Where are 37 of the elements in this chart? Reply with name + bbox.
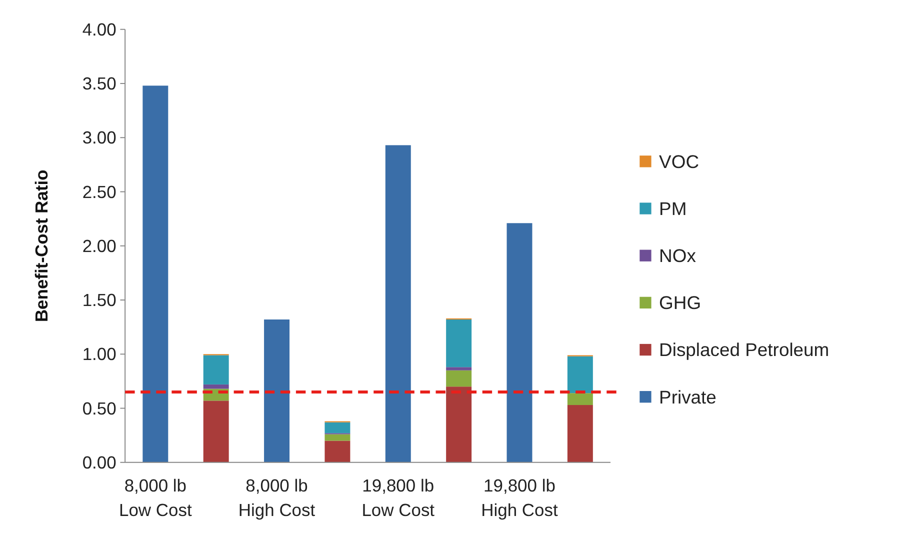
legend-label: Displaced Petroleum xyxy=(659,339,830,360)
bar xyxy=(324,422,350,434)
y-tick-label: 0.00 xyxy=(82,452,117,472)
y-tick-label: 3.00 xyxy=(82,128,117,148)
legend-label: PM xyxy=(659,198,687,219)
bar xyxy=(506,223,532,462)
x-tick-label: 19,800 lb Low Cost xyxy=(362,476,435,520)
y-tick-label: 1.00 xyxy=(82,344,117,364)
y-tick-label: 2.50 xyxy=(82,182,117,202)
bar xyxy=(446,319,472,368)
y-tick-label: 0.50 xyxy=(82,398,117,418)
legend-label: NOx xyxy=(659,245,697,266)
y-axis-title: Benefit-Cost Ratio xyxy=(31,170,52,322)
bar xyxy=(385,145,411,462)
bar xyxy=(142,86,168,462)
y-tick-label: 1.50 xyxy=(82,290,117,310)
legend-label: Private xyxy=(659,386,716,408)
bar xyxy=(324,440,350,462)
bar xyxy=(446,370,472,387)
legend-label: GHG xyxy=(659,292,702,314)
bar xyxy=(446,367,472,370)
x-tick-label: 19,800 lb High Cost xyxy=(481,476,558,520)
bar xyxy=(567,405,593,462)
x-tick-label: 8,000 lb High Cost xyxy=(238,476,316,520)
bar xyxy=(203,384,229,389)
bar xyxy=(324,434,350,441)
bar xyxy=(567,356,593,394)
bar xyxy=(567,393,593,406)
bar xyxy=(203,400,229,462)
y-tick-label: 3.50 xyxy=(82,74,117,94)
legend-label: VOC xyxy=(659,150,700,172)
y-tick-label: 2.00 xyxy=(82,236,117,256)
bar xyxy=(264,319,290,462)
y-tick-label: 4.00 xyxy=(82,19,117,40)
x-tick-label: 8,000 lb Low Cost xyxy=(118,476,192,520)
bar xyxy=(446,386,472,462)
bar xyxy=(203,355,229,384)
